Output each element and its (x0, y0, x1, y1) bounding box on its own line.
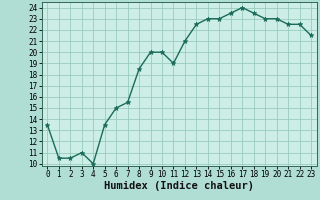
X-axis label: Humidex (Indice chaleur): Humidex (Indice chaleur) (104, 181, 254, 191)
